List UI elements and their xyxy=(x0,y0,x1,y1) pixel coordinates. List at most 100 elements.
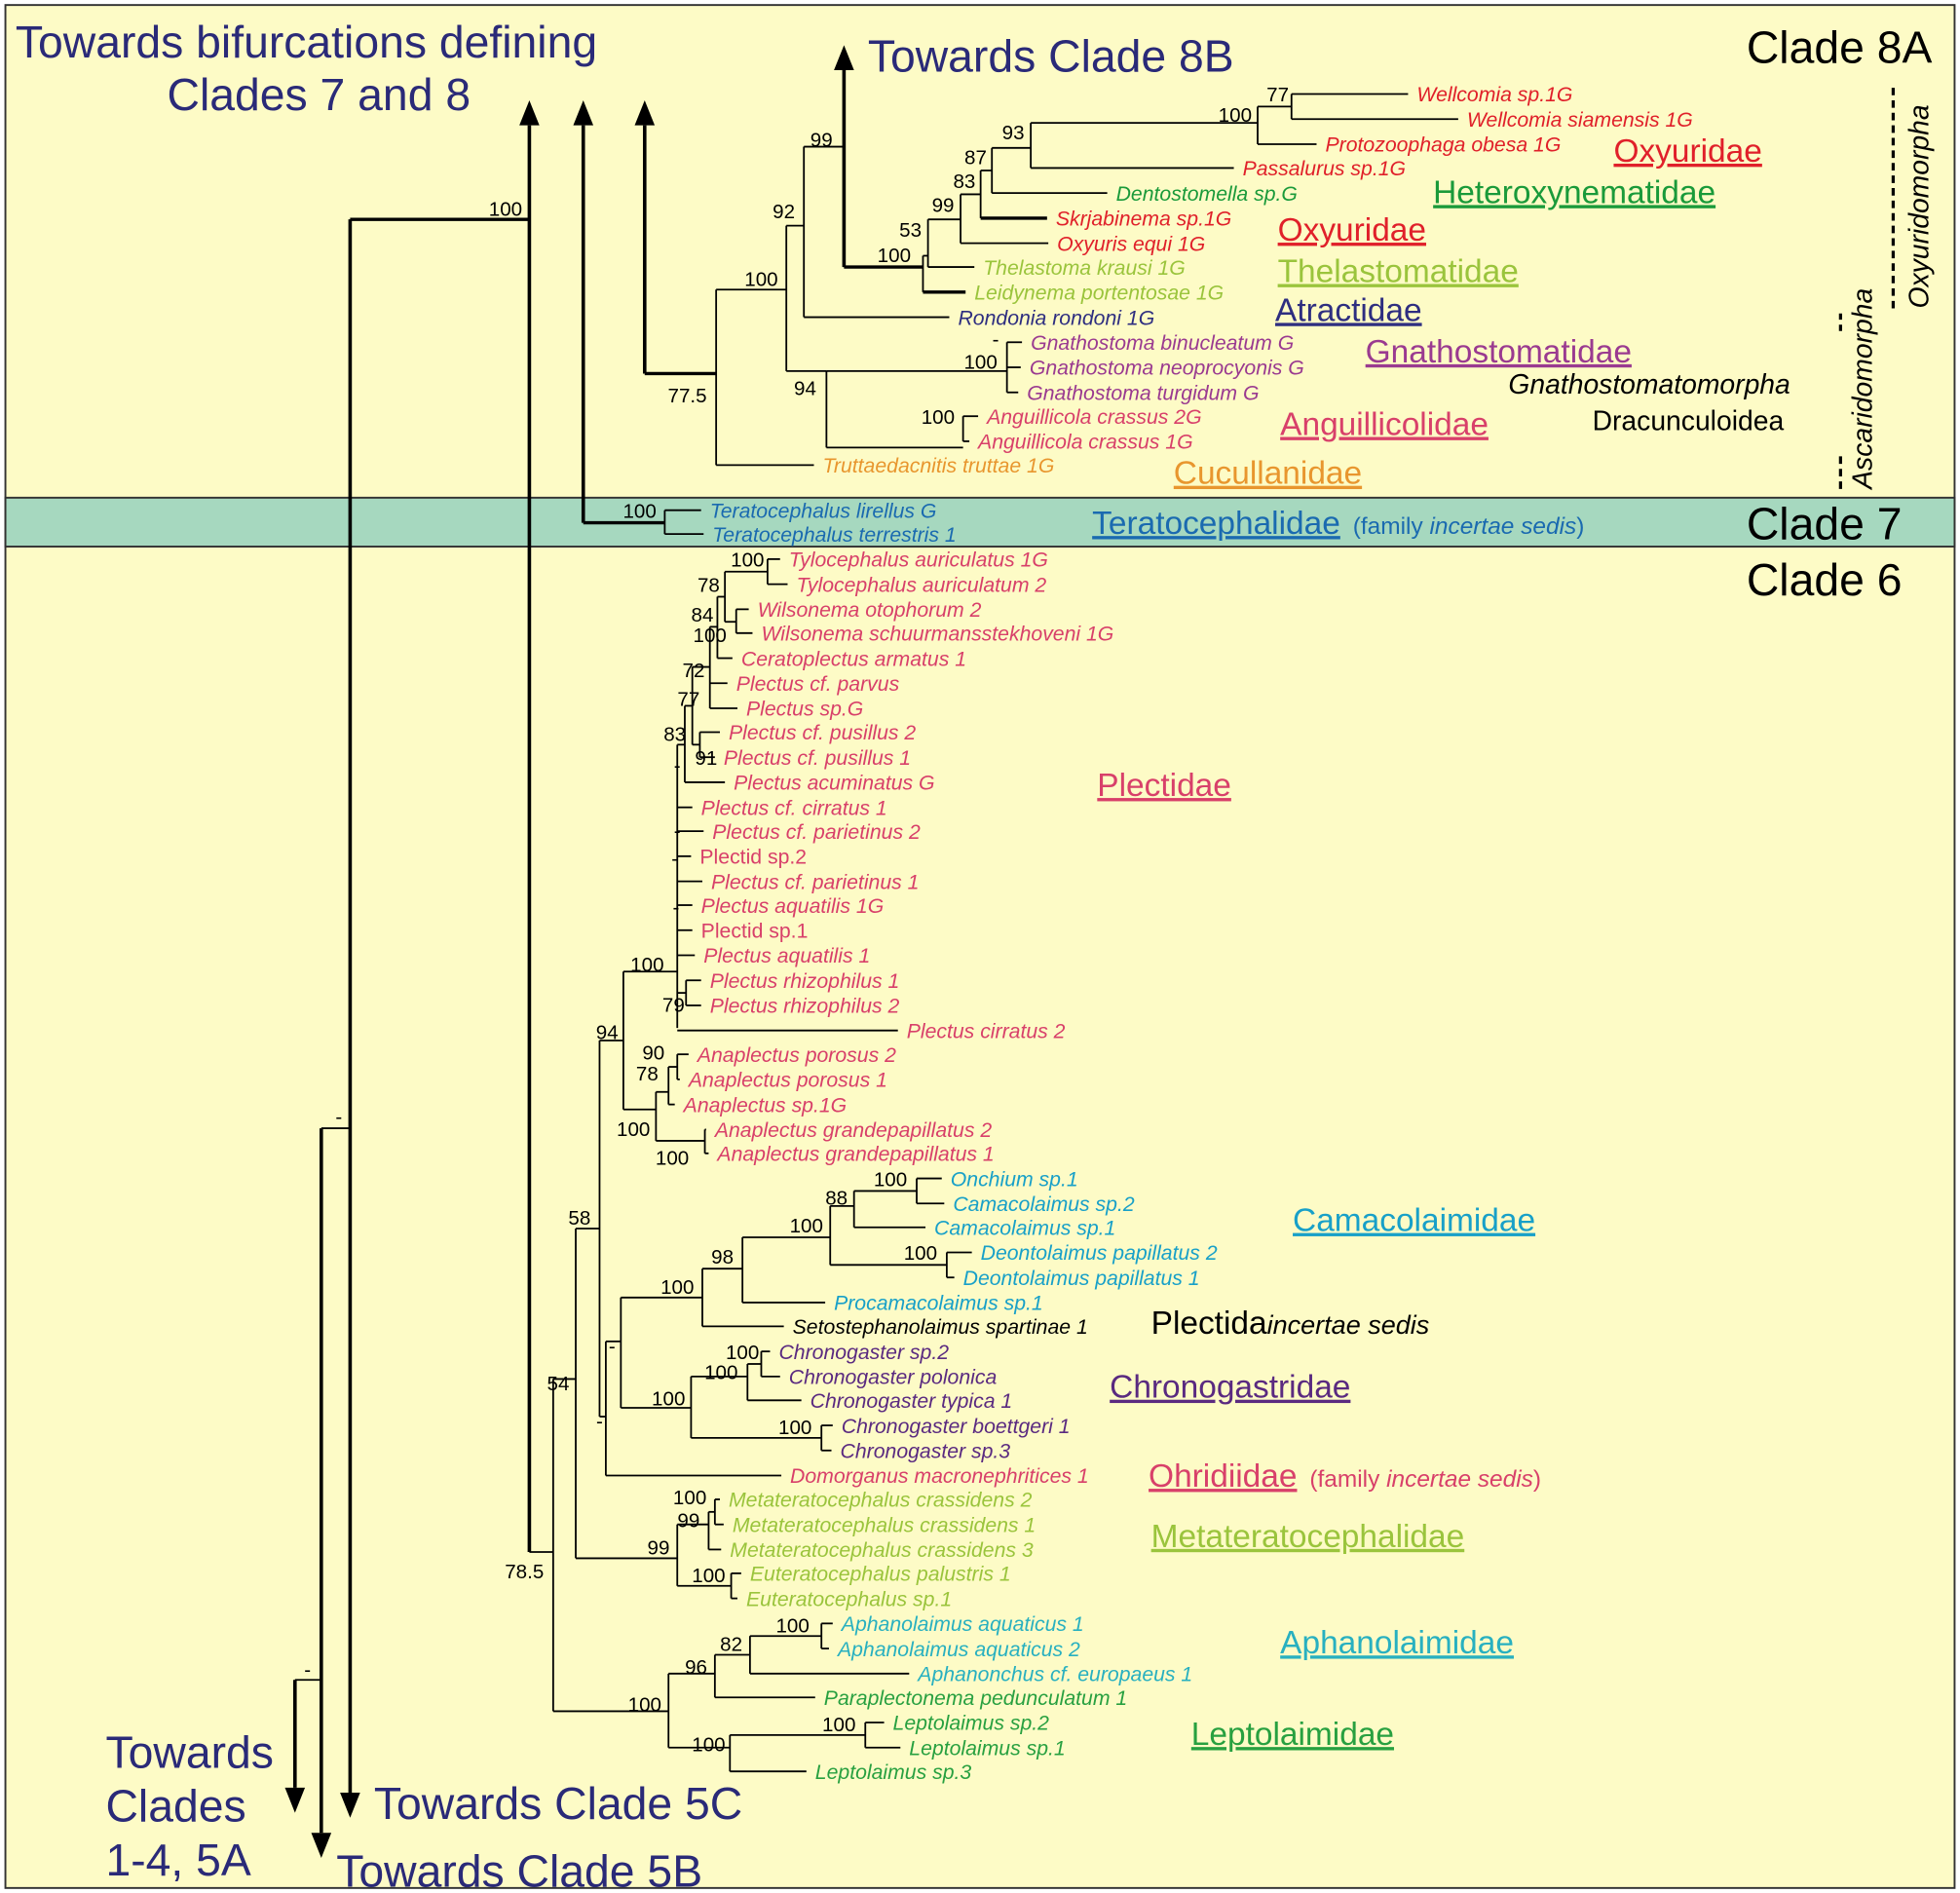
support-value: 100 xyxy=(628,1693,661,1716)
family-name: Teratocephalidae xyxy=(1092,506,1340,542)
taxon-label: Setostephanolaimus spartinae 1 xyxy=(793,1316,1088,1339)
support-value: 100 xyxy=(904,1242,937,1265)
taxon-label: Leptolaimus sp.1 xyxy=(909,1737,1065,1760)
arrow-down-icon xyxy=(340,1793,360,1818)
taxon-label: Anguillicola crassus 2G xyxy=(985,406,1202,429)
gnathostomatomorpha-label: Gnathostomatomorpha xyxy=(1508,368,1790,399)
support-value: 100 xyxy=(652,1387,685,1410)
taxon-label: Euteratocephalus sp.1 xyxy=(746,1588,952,1610)
support-value: - xyxy=(596,1411,603,1433)
support-value: 100 xyxy=(617,1118,650,1141)
family-label: Cucullanidae xyxy=(1174,456,1362,492)
taxon-label: Thelastoma krausi 1G xyxy=(983,257,1186,280)
arrow-down-icon xyxy=(311,1833,332,1858)
support-value: 100 xyxy=(694,625,727,647)
taxon-label: Plectus cf. pusillus 2 xyxy=(729,722,916,744)
taxon-label: Plectus cf. pusillus 1 xyxy=(724,747,911,770)
family-label: Plectidaincertae sedis xyxy=(1151,1306,1430,1342)
support-value: 100 xyxy=(822,1714,855,1736)
family-label: Thelastomatidae xyxy=(1278,254,1519,290)
family-note: (family xyxy=(1353,513,1430,540)
support-value: - xyxy=(304,1658,311,1681)
support-value: - xyxy=(335,1106,342,1128)
support-value: 96 xyxy=(685,1656,707,1679)
support-value: 99 xyxy=(810,130,833,152)
arrow-up-icon xyxy=(519,99,540,126)
heading-clade-5b: Towards Clade 5B xyxy=(336,1846,702,1893)
support-value: 100 xyxy=(630,954,663,976)
support-value: 91 xyxy=(695,747,717,770)
support-value: 100 xyxy=(731,549,764,572)
support-value: 78.5 xyxy=(505,1561,544,1583)
support-value: 99 xyxy=(648,1537,670,1560)
support-value: 78 xyxy=(697,574,720,596)
family-name: Anguillicolidae xyxy=(1280,407,1489,443)
taxon-label: Tylocephalus auriculatus 1G xyxy=(789,549,1048,572)
taxon-label: Plectus acuminatus G xyxy=(734,773,934,795)
taxon-label: Paraplectonema pedunculatum 1 xyxy=(824,1687,1127,1710)
taxon-label: Camacolaimus sp.2 xyxy=(953,1193,1135,1216)
taxon-label: Onchium sp.1 xyxy=(951,1168,1078,1191)
family-label: Heteroxynematidae xyxy=(1433,174,1715,210)
support-value: 83 xyxy=(953,170,975,193)
taxon-label: Wellcomia sp.1G xyxy=(1416,84,1572,106)
taxon-label: Gnathostoma binucleatum G xyxy=(1031,332,1294,355)
heading-clades-1-4-line1: Towards xyxy=(105,1726,273,1777)
support-value: 100 xyxy=(656,1147,689,1169)
support-value: 100 xyxy=(790,1215,823,1237)
taxon-label: Procamacolaimus sp.1 xyxy=(834,1293,1043,1315)
family-label: Oxyuridae xyxy=(1278,212,1426,248)
support-value: 100 xyxy=(744,268,777,290)
support-value: 100 xyxy=(922,406,955,429)
taxon-label: Chronogaster polonica xyxy=(789,1367,998,1389)
family-name: Chronogastridae xyxy=(1110,1370,1350,1406)
heading-clade-5c: Towards Clade 5C xyxy=(374,1778,742,1829)
family-label: Teratocephalidae (family incertae sedis) xyxy=(1092,506,1584,542)
family-label: Metateratocephalidae xyxy=(1151,1519,1465,1555)
support-value: 100 xyxy=(692,1565,725,1587)
taxon-label: Camacolaimus sp.1 xyxy=(934,1217,1115,1239)
family-name: Plectida xyxy=(1151,1306,1267,1342)
family-note-end: ) xyxy=(1533,1466,1541,1493)
taxon-label: Metateratocephalus crassidens 1 xyxy=(733,1514,1036,1536)
support-value: 87 xyxy=(964,147,987,170)
taxon-label: Plectid sp.2 xyxy=(699,847,807,869)
taxon-label: Passalurus sp.1G xyxy=(1243,158,1406,180)
heading-clades-1-4-line2: Clades xyxy=(105,1781,245,1832)
taxon-label: Rondonia rondoni 1G xyxy=(958,307,1154,329)
support-value: 100 xyxy=(726,1342,759,1364)
tree-branches xyxy=(294,93,1458,1773)
taxon-label: Plectus cirratus 2 xyxy=(907,1020,1066,1042)
family-name: Camacolaimidae xyxy=(1293,1203,1535,1239)
support-value: 78 xyxy=(636,1063,659,1085)
family-note-italic: incertae sedis xyxy=(1267,1310,1430,1340)
taxon-label: Anaplectus porosus 2 xyxy=(696,1044,896,1067)
family-label: Camacolaimidae xyxy=(1293,1203,1535,1239)
taxon-label: Skrjabinema sp.1G xyxy=(1056,208,1231,231)
heading-clade-8b: Towards Clade 8B xyxy=(868,30,1234,81)
support-value: 100 xyxy=(704,1361,737,1383)
support-value: 77 xyxy=(677,688,699,710)
taxon-label: Teratocephalus lirellus G xyxy=(710,500,937,522)
support-value: 94 xyxy=(794,377,816,399)
family-label: Aphanolaimidae xyxy=(1280,1625,1514,1661)
support-value: - xyxy=(993,328,999,351)
support-value: 84 xyxy=(692,604,714,626)
support-value: 98 xyxy=(711,1246,734,1268)
support-value: - xyxy=(674,820,681,843)
arrow-down-icon xyxy=(284,1787,306,1813)
family-label: Anguillicolidae xyxy=(1280,407,1489,443)
arrow-up-icon xyxy=(573,99,594,126)
taxon-label: Wilsonema otophorum 2 xyxy=(758,599,982,622)
support-value: 100 xyxy=(1219,104,1252,127)
family-labels: OxyuridaeHeteroxynematidaeOxyuridaeThela… xyxy=(1092,133,1762,1753)
support-value: 82 xyxy=(720,1634,742,1656)
support-value: - xyxy=(609,1335,616,1357)
family-name: Aphanolaimidae xyxy=(1280,1625,1514,1661)
family-name: Cucullanidae xyxy=(1174,456,1362,492)
taxon-label: Plectid sp.1 xyxy=(701,920,809,942)
support-value: 54 xyxy=(547,1373,570,1395)
taxon-label: Aphanolaimus aquaticus 1 xyxy=(840,1613,1084,1636)
taxon-label: Chronogaster boettgeri 1 xyxy=(842,1416,1071,1438)
